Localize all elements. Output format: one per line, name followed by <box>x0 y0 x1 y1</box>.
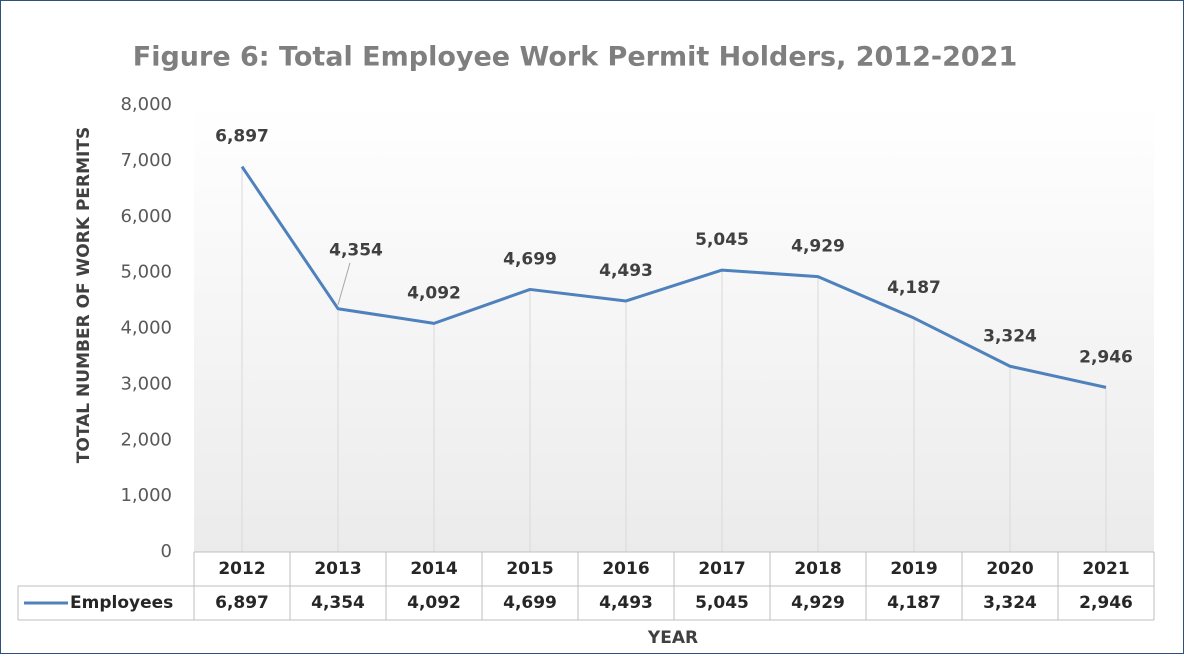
y-tick-label: 7,000 <box>120 150 172 171</box>
data-label: 4,699 <box>503 249 557 269</box>
y-tick-label: 5,000 <box>120 262 172 283</box>
y-tick-label: 4,000 <box>120 318 172 339</box>
y-tick-label: 3,000 <box>120 373 172 394</box>
x-tick-label: 2019 <box>890 559 937 579</box>
x-tick-label: 2015 <box>506 559 553 579</box>
x-tick-label: 2012 <box>218 559 265 579</box>
x-tick-label: 2016 <box>602 559 649 579</box>
chart-title: Figure 6: Total Employee Work Permit Hol… <box>133 42 1018 73</box>
table-value: 5,045 <box>695 593 749 613</box>
data-label: 4,493 <box>599 261 653 281</box>
x-tick-label: 2018 <box>794 559 841 579</box>
y-tick-label: 0 <box>161 541 172 562</box>
data-label: 4,929 <box>791 237 845 257</box>
x-tick-label: 2017 <box>698 559 745 579</box>
legend-label: Employees <box>70 593 173 613</box>
plot-background <box>194 105 1154 552</box>
table-value: 4,187 <box>887 593 941 613</box>
table-value: 4,699 <box>503 593 557 613</box>
data-label: 2,946 <box>1079 347 1133 367</box>
y-tick-label: 6,000 <box>120 206 172 227</box>
data-label: 6,897 <box>215 127 269 147</box>
table-value: 3,324 <box>983 593 1037 613</box>
table-value: 2,946 <box>1079 593 1133 613</box>
x-axis-label: YEAR <box>647 628 698 648</box>
data-label: 4,092 <box>407 283 461 303</box>
table-value: 4,354 <box>311 593 365 613</box>
series-line <box>240 165 1107 389</box>
data-label: 4,187 <box>887 278 941 298</box>
leader-line <box>337 262 351 305</box>
x-tick-label: 2021 <box>1082 559 1129 579</box>
y-tick-label: 2,000 <box>120 429 172 450</box>
x-tick-label: 2014 <box>410 559 457 579</box>
x-tick-label: 2020 <box>986 559 1033 579</box>
x-tick-label: 2013 <box>314 559 361 579</box>
data-label: 5,045 <box>695 230 749 250</box>
table-value: 4,493 <box>599 593 653 613</box>
table-value: 4,929 <box>791 593 845 613</box>
data-label: 3,324 <box>983 326 1037 346</box>
y-tick-label: 8,000 <box>120 94 172 115</box>
y-axis-label: TOTAL NUMBER OF WORK PERMITS <box>74 127 94 463</box>
y-tick-label: 1,000 <box>120 485 172 506</box>
table-value: 6,897 <box>215 593 269 613</box>
data-label: 4,354 <box>329 241 383 261</box>
table-value: 4,092 <box>407 593 461 613</box>
